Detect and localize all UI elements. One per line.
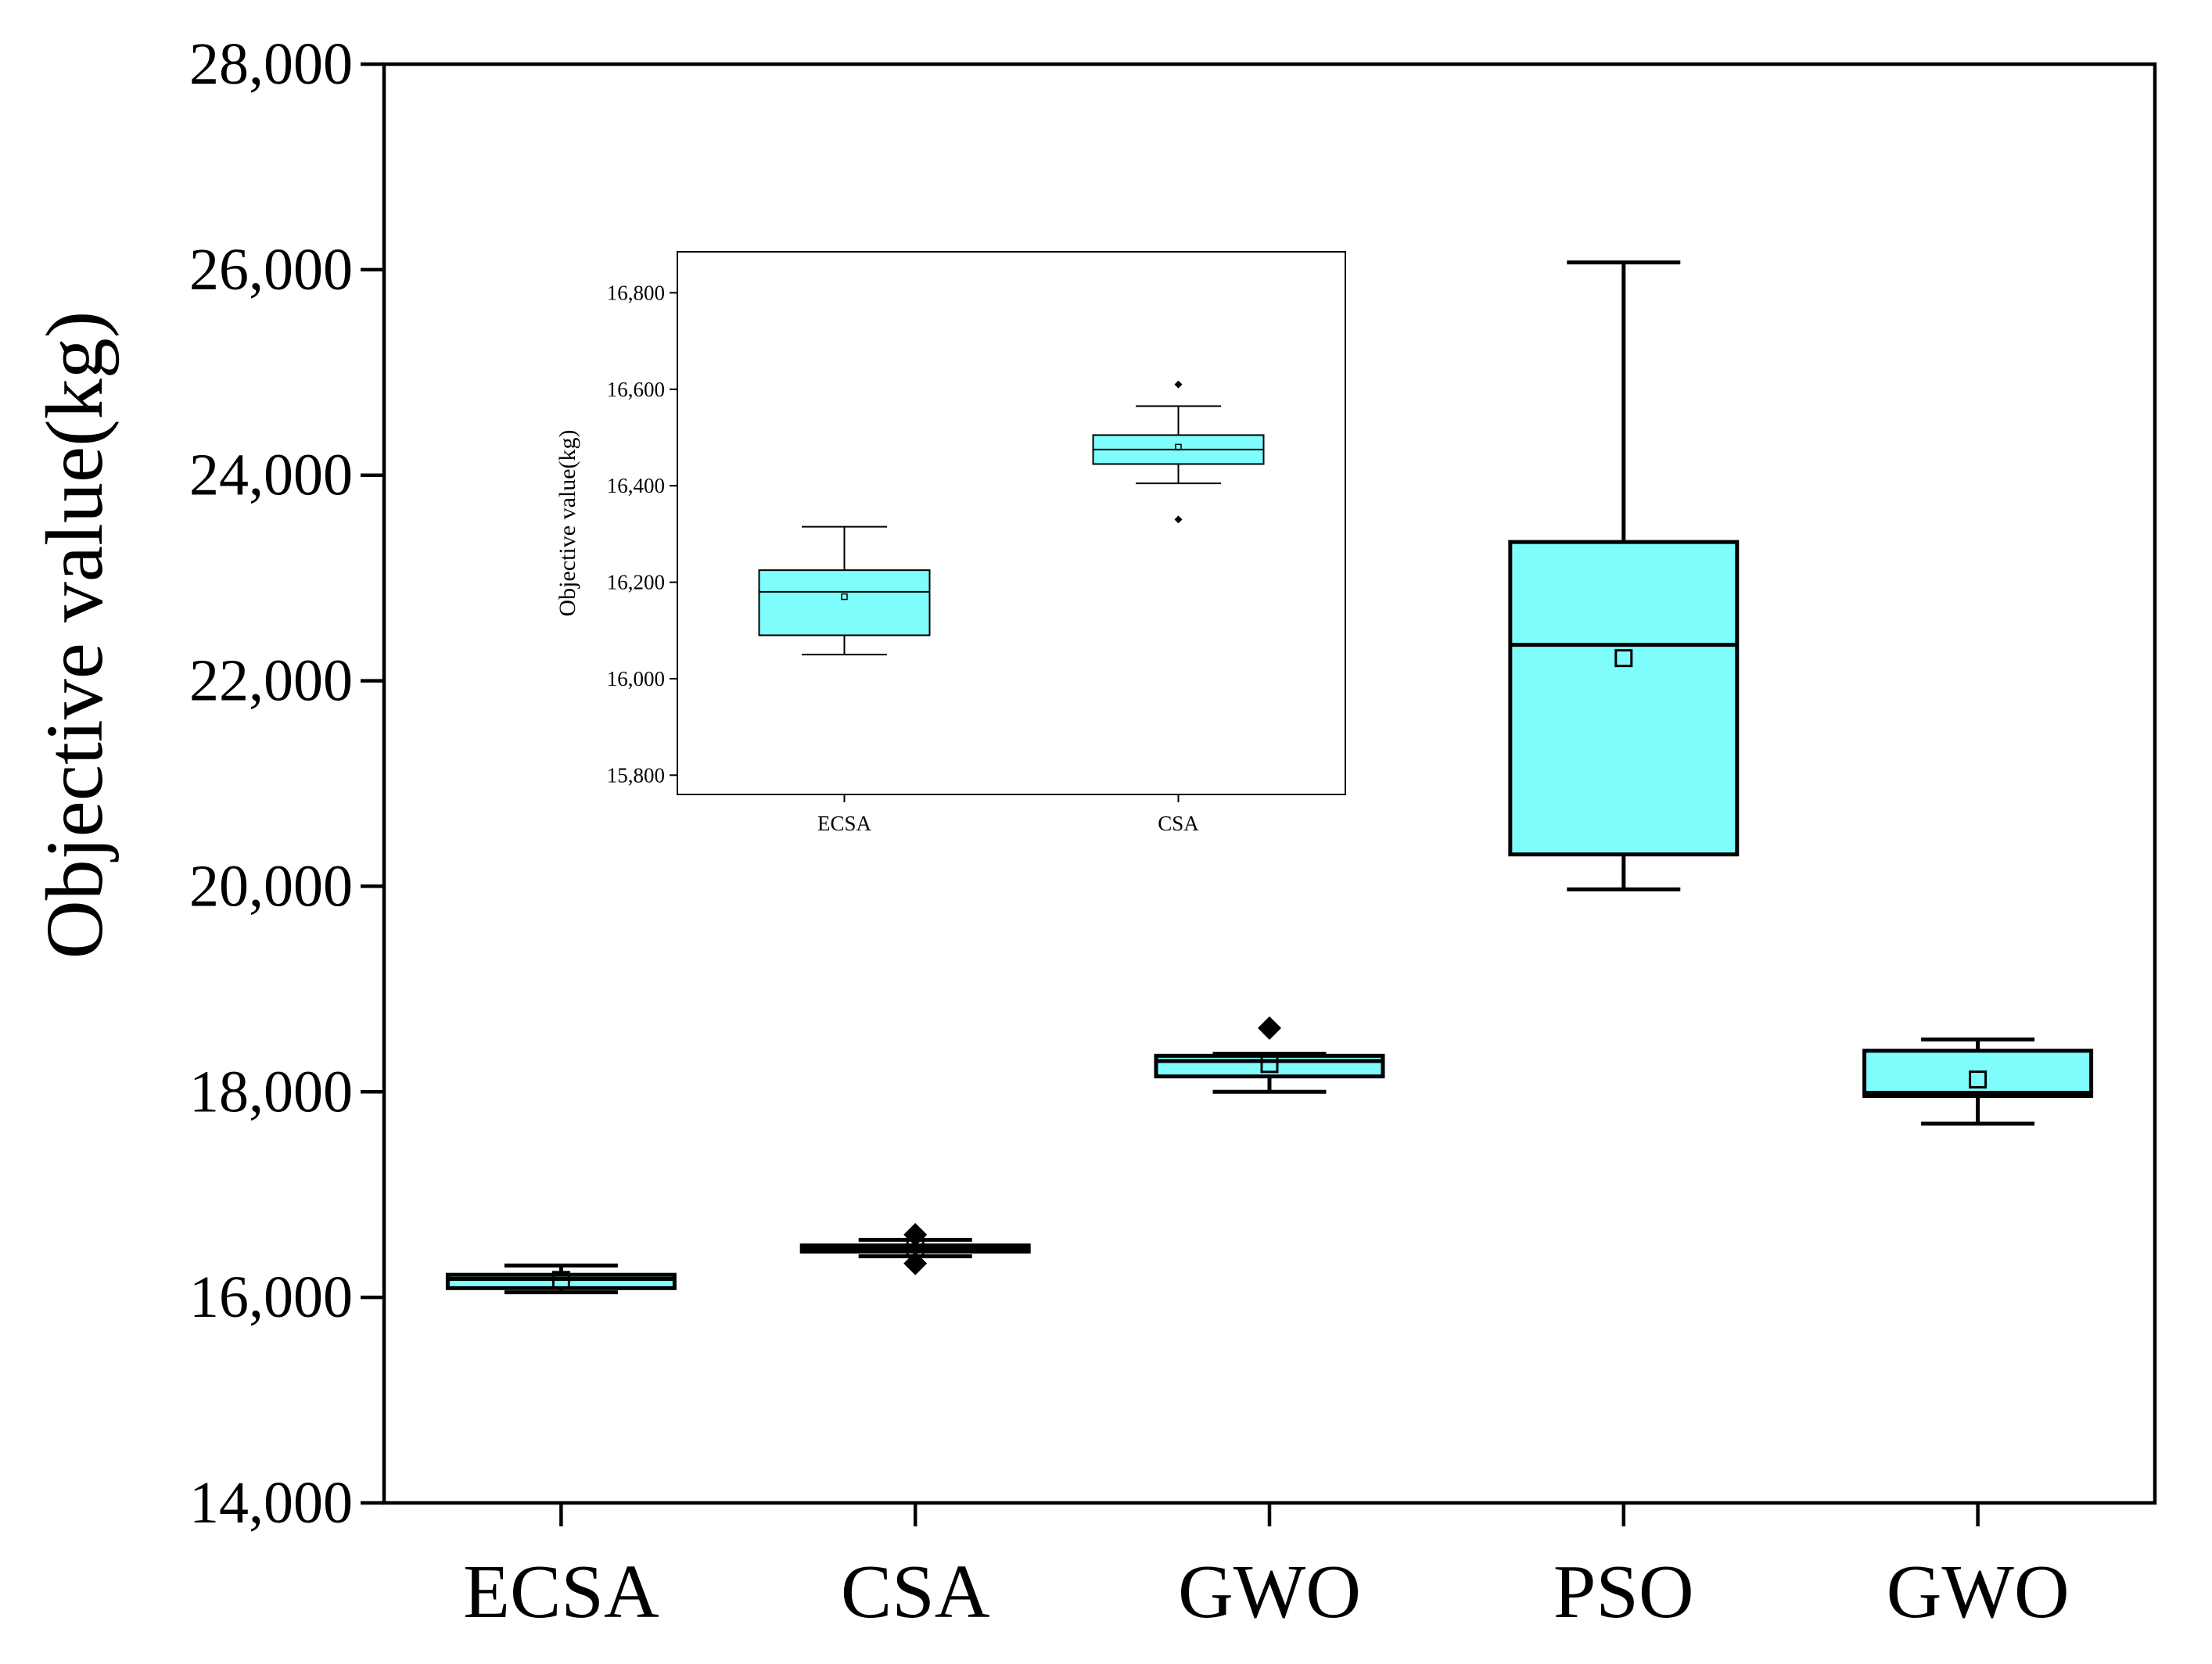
inset-mean-marker xyxy=(1175,443,1182,451)
inset-outlier-point xyxy=(1174,380,1183,389)
main-y-tick-label: 22,000 xyxy=(189,648,353,714)
main-y-tick-label: 28,000 xyxy=(189,31,353,97)
main-category-label: GWO xyxy=(1887,1550,2070,1634)
main-mean-marker xyxy=(1614,649,1633,668)
main-box-3 xyxy=(1508,260,1740,891)
main-mean-marker xyxy=(1260,1055,1279,1074)
main-box-4 xyxy=(1862,1037,2094,1126)
inset-mean-marker xyxy=(841,593,848,601)
main-outlier-point xyxy=(1258,1016,1281,1040)
main-mean-marker xyxy=(551,1271,570,1289)
main-y-tick-label: 24,000 xyxy=(189,443,353,508)
inset-outlier-point xyxy=(1174,515,1183,524)
inset-plot-frame xyxy=(677,251,1346,795)
main-box-2 xyxy=(1154,1016,1385,1094)
inset-y-tick-label: 15,800 xyxy=(607,763,665,787)
main-plot: 14,000 16,000 18,000 20,000 22,000 24,000 26,0… xyxy=(30,31,2157,1634)
main-y-tick-label: 26,000 xyxy=(189,237,353,303)
main-outlier-point xyxy=(903,1222,928,1246)
main-box-1 xyxy=(799,1222,1031,1275)
main-mean-marker xyxy=(1969,1070,1988,1089)
main-category-label: CSA xyxy=(841,1550,990,1634)
inset-y-tick-label: 16,000 xyxy=(607,667,665,690)
main-y-axis-label: Objective value(kg) xyxy=(30,311,120,959)
inset-y-tick-label: 16,600 xyxy=(607,378,665,401)
main-y-tick-label: 20,000 xyxy=(189,853,353,919)
main-box-0 xyxy=(445,1263,677,1295)
inset-y-tick-label: 16,200 xyxy=(607,571,665,594)
inset-category-label: CSA xyxy=(1158,812,1199,835)
inset-y-tick-label: 16,400 xyxy=(607,474,665,497)
main-category-label: GWO xyxy=(1178,1550,1361,1634)
main-iqr-box xyxy=(445,1272,677,1290)
main-iqr-box xyxy=(1154,1053,1385,1079)
main-iqr-box xyxy=(1862,1049,2094,1099)
inset-iqr-box xyxy=(758,569,931,637)
inset-y-axis-label: Objective value(kg) xyxy=(555,429,580,616)
main-iqr-box xyxy=(1508,540,1740,857)
main-y-tick-label: 14,000 xyxy=(189,1470,353,1536)
inset-box-0 xyxy=(758,525,931,656)
inset-category-label: ECSA xyxy=(817,812,872,835)
inset-plot: 15,800 16,000 16,200 16,400 16,600 16,800 ECSA… xyxy=(555,251,1346,835)
inset-box-1 xyxy=(1092,380,1265,524)
main-y-tick-label: 18,000 xyxy=(189,1059,353,1124)
main-category-label: ECSA xyxy=(463,1550,659,1634)
main-outlier-point xyxy=(903,1251,928,1275)
main-category-label: PSO xyxy=(1553,1550,1694,1634)
inset-y-tick-label: 16,800 xyxy=(607,281,665,304)
inset-background xyxy=(677,252,1345,794)
main-y-tick-label: 16,000 xyxy=(189,1264,353,1330)
